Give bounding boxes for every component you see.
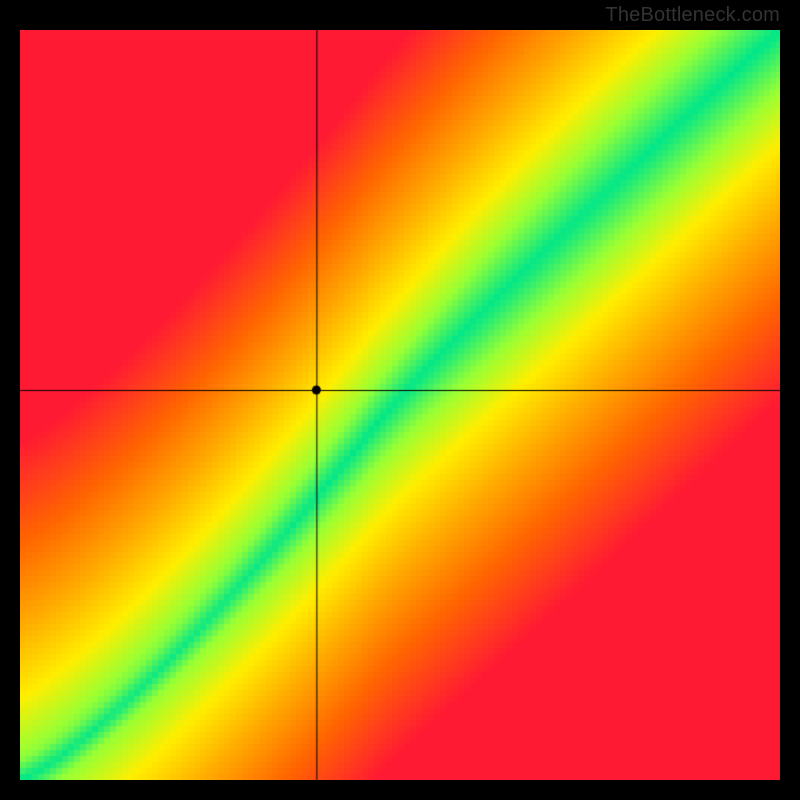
heatmap-canvas [20,30,780,780]
watermark-text: TheBottleneck.com [605,4,780,27]
chart-container: TheBottleneck.com [0,0,800,800]
plot-frame [20,30,780,780]
